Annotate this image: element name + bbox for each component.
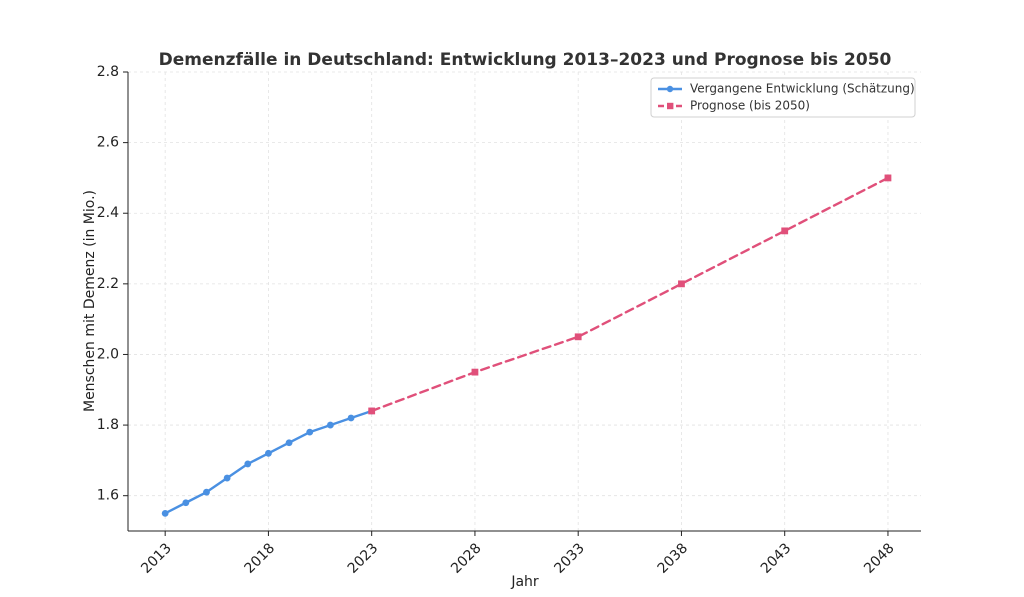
legend: Vergangene Entwicklung (Schätzung) Progno…: [650, 77, 916, 118]
legend-swatch-marker: [666, 85, 674, 93]
y-tick-label: 2.2: [97, 276, 119, 292]
y-tick-label: 1.8: [97, 417, 119, 433]
series-layer: [161, 174, 892, 517]
data-point: [265, 449, 272, 457]
data-point: [471, 368, 479, 376]
axes: 2013 2018 2023 2028 2033 2038 2043 2048 1.6 1.8 2.…: [97, 64, 921, 577]
data-point: [574, 333, 582, 341]
data-point: [161, 509, 169, 517]
x-tick-label: 2033: [551, 540, 588, 577]
x-tick-label: 2018: [242, 540, 279, 577]
data-point: [368, 407, 376, 415]
y-axis-title: Menschen mit Demenz (in Mio.): [82, 190, 98, 412]
y-tick-label: 2.6: [97, 135, 119, 151]
data-point: [678, 280, 685, 288]
data-point: [182, 499, 190, 507]
series-line: [370, 176, 890, 413]
data-point: [203, 488, 210, 496]
legend-swatch-marker: [667, 102, 674, 110]
data-point: [223, 474, 231, 482]
legend-label: Vergangene Entwicklung (Schätzung): [690, 82, 915, 96]
data-point: [347, 414, 355, 422]
y-tick-label: 2.8: [97, 64, 119, 80]
series-2: [368, 174, 892, 415]
x-axis-title: Jahr: [510, 574, 539, 590]
data-point: [285, 439, 293, 447]
data-point: [884, 174, 892, 182]
data-point: [244, 460, 252, 468]
data-point: [306, 428, 314, 436]
x-tick-label: 2023: [345, 540, 382, 577]
legend-box: [650, 77, 916, 118]
x-tick-label: 2043: [758, 540, 795, 577]
y-tick-label: 2.4: [97, 205, 119, 221]
x-tick-label: 2013: [138, 540, 175, 577]
legend-label: Prognose (bis 2050): [690, 99, 810, 113]
y-tick-label: 2.0: [97, 346, 119, 362]
data-point: [781, 227, 789, 235]
x-tick-label: 2038: [655, 540, 692, 577]
x-tick-label: 2048: [861, 540, 898, 577]
data-point: [326, 421, 334, 429]
y-tick-label: 1.6: [97, 488, 119, 504]
x-tick-label: 2028: [448, 540, 485, 577]
chart-title: Demenzfälle in Deutschland: Entwicklung …: [159, 50, 892, 70]
